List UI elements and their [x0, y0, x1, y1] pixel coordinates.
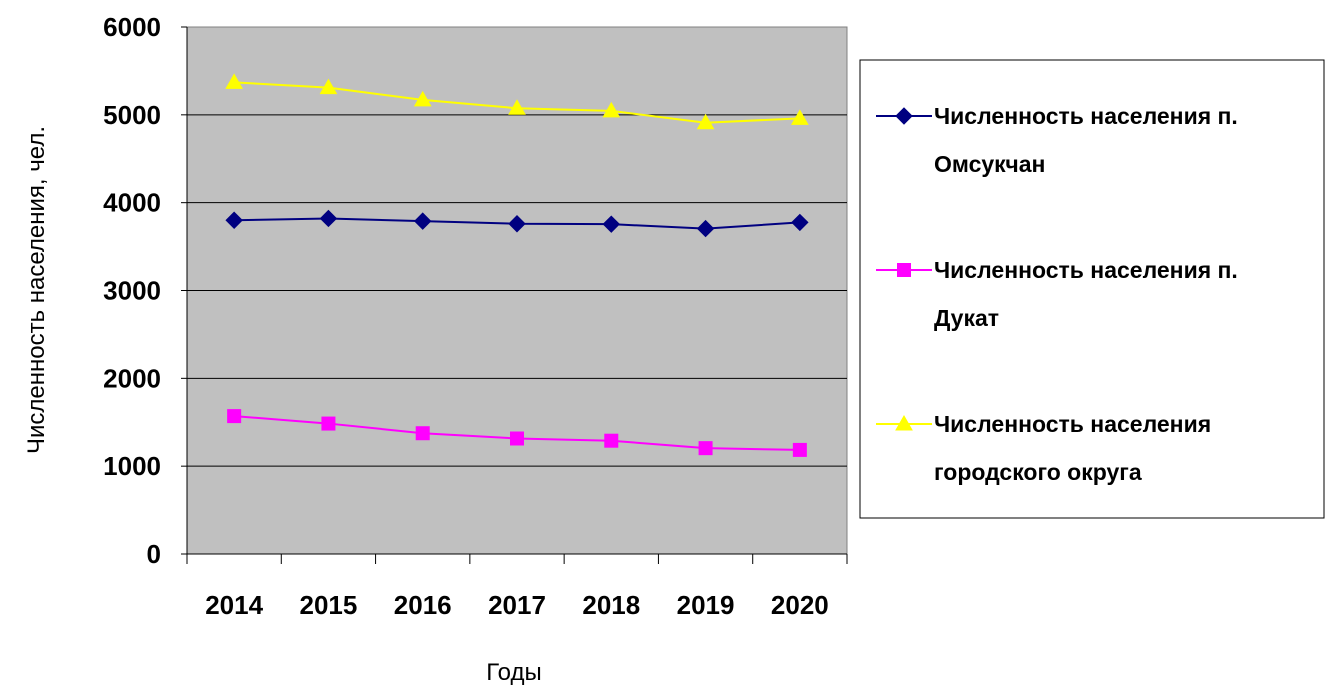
- series-group: [225, 73, 809, 457]
- diamond-marker: [602, 215, 620, 233]
- legend-label: Численность населения п.: [934, 103, 1238, 129]
- legend-label: городского округа: [934, 459, 1142, 485]
- square-marker: [510, 431, 524, 446]
- legend: Численность населения п.ОмсукчанЧисленно…: [859, 59, 1325, 519]
- triangle-marker: [225, 73, 244, 89]
- triangle-marker: [790, 109, 809, 125]
- diamond-marker: [791, 213, 809, 232]
- legend-label: Численность населения п.: [934, 257, 1238, 283]
- y-tick-label: 4000: [103, 188, 161, 218]
- legend-label: Дукат: [934, 305, 999, 331]
- y-tick-label: 6000: [103, 12, 161, 42]
- y-tick-label: 0: [147, 539, 161, 569]
- square-marker: [604, 433, 619, 448]
- square-marker: [321, 416, 336, 431]
- x-tick-label: 2016: [394, 590, 452, 620]
- diamond-marker: [319, 209, 338, 228]
- series-1: [225, 209, 809, 238]
- legend-label: Численность населения: [934, 411, 1211, 437]
- diamond-marker: [225, 211, 243, 229]
- diamond-marker: [414, 212, 432, 230]
- square-marker: [698, 441, 713, 456]
- gridlines: [187, 114, 847, 467]
- square-marker: [415, 426, 430, 441]
- legend-item-1: Численность населения п. Омсукчан: [876, 103, 1238, 177]
- triangle-marker: [895, 414, 913, 431]
- series-3: [225, 73, 809, 130]
- x-tick-label: 2017: [488, 590, 546, 620]
- square-marker: [792, 442, 807, 457]
- diamond-marker: [508, 215, 526, 233]
- x-tick-labels: 2014 2015 2016 2017 2018 2019 2020: [205, 590, 829, 620]
- axes: [181, 26, 848, 564]
- triangle-marker: [508, 99, 526, 115]
- x-axis-title: Годы: [486, 659, 541, 686]
- diamond-marker: [696, 219, 715, 238]
- legend-label: Омсукчан: [934, 151, 1045, 177]
- square-marker: [897, 263, 911, 277]
- x-tick-label: 2018: [582, 590, 640, 620]
- y-tick-labels: 0 1000 2000 3000 4000 5000 6000: [103, 12, 161, 569]
- y-axis-title: Численность населения, чел.: [23, 126, 50, 454]
- x-tick-label: 2019: [677, 590, 735, 620]
- x-tick-label: 2015: [300, 590, 358, 620]
- square-marker: [227, 409, 242, 424]
- x-tick-label: 2020: [771, 590, 829, 620]
- y-tick-label: 2000: [103, 363, 161, 393]
- triangle-marker: [413, 90, 432, 107]
- triangle-marker: [602, 101, 621, 118]
- series-2: [227, 409, 807, 457]
- y-tick-label: 5000: [103, 100, 161, 130]
- y-tick-label: 1000: [103, 451, 161, 481]
- legend-box: [859, 59, 1325, 519]
- x-tick-label: 2014: [205, 590, 263, 620]
- diamond-marker: [895, 107, 913, 125]
- legend-item-2: Численность населения п. Дукат: [876, 257, 1238, 331]
- triangle-marker: [319, 78, 338, 95]
- legend-item-3: Численность населения городского округа: [876, 411, 1211, 485]
- triangle-marker: [696, 113, 715, 130]
- y-tick-label: 3000: [103, 276, 161, 306]
